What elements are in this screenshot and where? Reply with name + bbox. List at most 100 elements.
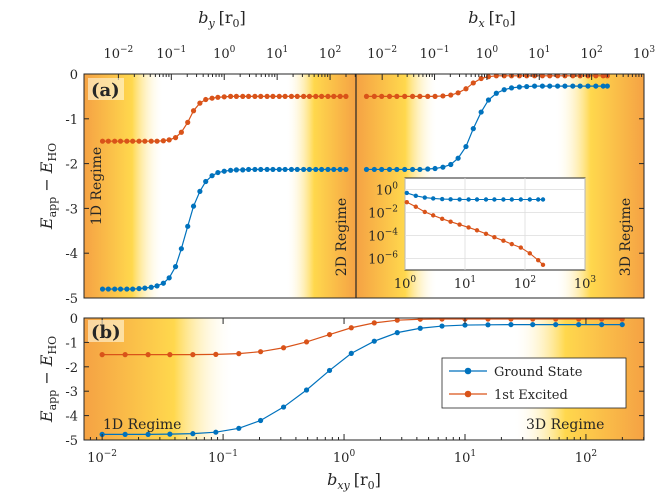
excited-state-point-b bbox=[485, 318, 491, 322]
panel-a-label: (a) bbox=[91, 80, 120, 101]
ground-state-point-a bbox=[264, 166, 270, 173]
ground-state-point-inset bbox=[501, 197, 506, 202]
ground-state-point-a bbox=[562, 83, 568, 89]
ground-state-point-a bbox=[325, 166, 331, 173]
panel-b-label-bg bbox=[88, 320, 124, 342]
excited-state-point-a bbox=[105, 138, 111, 144]
ground-state-point-a bbox=[463, 143, 469, 150]
excited-state-point-b bbox=[599, 318, 605, 322]
ground-state-point-a bbox=[276, 166, 282, 173]
ground-state-point-a bbox=[197, 188, 203, 194]
ground-state-point-a bbox=[432, 165, 438, 172]
ground-state-point-a bbox=[124, 286, 130, 292]
ground-state-point-inset bbox=[404, 190, 409, 196]
excited-state-point-inset bbox=[466, 225, 471, 230]
x-tick-label-b: 100 bbox=[333, 449, 356, 466]
excited-state-point-a bbox=[394, 93, 400, 99]
ground-state-point-a bbox=[233, 167, 240, 173]
excited-state-point-a bbox=[154, 138, 160, 144]
excited-state-point-a bbox=[440, 93, 446, 99]
y-tick-label-a: -1 bbox=[65, 113, 78, 128]
ground-state-point-a bbox=[294, 166, 300, 173]
ground-state-point-a bbox=[524, 83, 530, 90]
legend-ground-label: Ground State bbox=[494, 365, 583, 380]
excited-state-point-a bbox=[142, 138, 148, 144]
excited-state-point-a bbox=[448, 92, 454, 98]
y-tick-label-b: 0 bbox=[70, 312, 78, 327]
ground-state-point-b bbox=[326, 367, 333, 374]
ground-state-point-a bbox=[386, 166, 393, 173]
ground-state-point-b bbox=[508, 321, 514, 328]
ground-state-point-a bbox=[227, 167, 234, 173]
excited-state-point-a bbox=[276, 93, 282, 99]
ground-state-point-a bbox=[319, 166, 325, 173]
ground-state-point-inset bbox=[466, 197, 471, 202]
excited-state-point-a bbox=[99, 138, 106, 144]
ground-state-point-a bbox=[547, 83, 553, 89]
excited-state-point-b bbox=[190, 352, 196, 358]
plot-frame-a bbox=[83, 73, 645, 299]
excited-state-point-a bbox=[313, 93, 319, 99]
ground-state-point-a bbox=[282, 166, 288, 173]
excited-state-point-a bbox=[160, 138, 166, 144]
excited-state-point-a bbox=[493, 74, 499, 79]
regime-label-1d-b: 1D Regime bbox=[103, 417, 181, 433]
legend-excited-marker bbox=[464, 390, 472, 398]
inset-background bbox=[404, 177, 586, 271]
excited-state-point-a bbox=[166, 137, 172, 143]
top-tick-label-bx: 101 bbox=[528, 45, 550, 62]
x-tick-label-b: 102 bbox=[575, 449, 597, 466]
excited-state-point-inset bbox=[483, 231, 489, 236]
ground-state-point-b bbox=[348, 350, 354, 356]
ground-state-point-a bbox=[363, 166, 370, 173]
ground-state-point-b bbox=[257, 417, 264, 424]
ground-state-point-a bbox=[172, 264, 179, 270]
ground-state-point-a bbox=[501, 87, 507, 93]
legend-excited-label: 1st Excited bbox=[494, 388, 568, 403]
axes-b: 0 -1 -2 -3 -4 -5 10−2 10−1 100 101 102 bbox=[65, 312, 645, 466]
excited-state-point-b bbox=[619, 318, 625, 322]
regime-label-2d-a: 2D Regime bbox=[334, 198, 350, 276]
y-tick-label-a: 0 bbox=[70, 68, 78, 83]
ground-state-point-inset bbox=[474, 197, 480, 202]
excited-state-point-a bbox=[221, 94, 227, 100]
excited-state-point-inset bbox=[440, 216, 445, 222]
ground-state-point-a bbox=[604, 83, 610, 89]
y-tick-label-a: -3 bbox=[65, 202, 78, 217]
ground-state-point-b bbox=[576, 321, 582, 328]
inset-y-tick-label: 10−6 bbox=[368, 251, 398, 268]
ground-state-point-b bbox=[213, 429, 219, 435]
y-tick-label-b: -3 bbox=[65, 385, 78, 400]
excited-state-point-a bbox=[294, 93, 300, 99]
excited-state-point-a bbox=[570, 74, 576, 79]
excited-state-point-a bbox=[264, 93, 270, 99]
ground-state-point-a bbox=[166, 275, 172, 281]
ground-state-point-b bbox=[394, 330, 400, 336]
excited-state-point-a bbox=[600, 74, 606, 79]
excited-state-point-inset bbox=[492, 235, 497, 240]
ground-state-point-a bbox=[313, 166, 319, 173]
top-tick-label-by: 10−1 bbox=[156, 45, 186, 62]
excited-state-point-a bbox=[337, 93, 343, 99]
ground-state-point-a bbox=[485, 97, 492, 103]
ground-state-point-b bbox=[190, 431, 196, 437]
ground-state-point-inset bbox=[518, 197, 523, 202]
excited-state-point-inset bbox=[413, 204, 418, 209]
ground-state-point-a bbox=[508, 85, 515, 91]
ground-state-line-b bbox=[102, 323, 623, 435]
top-tick-label-by: 100 bbox=[213, 45, 236, 62]
y-tick-label-a: -5 bbox=[65, 292, 78, 307]
excited-state-point-a bbox=[190, 108, 197, 114]
excited-state-point-inset bbox=[527, 251, 532, 256]
inset-plot: 100 101 102 103 100 10−2 10−4 10−6 bbox=[368, 177, 596, 292]
ground-state-point-b bbox=[530, 321, 536, 328]
excited-state-point-a bbox=[197, 100, 203, 106]
excited-state-point-inset bbox=[509, 241, 514, 247]
excited-state-point-a bbox=[117, 138, 124, 144]
series-group-b bbox=[99, 318, 625, 437]
ground-state-point-inset bbox=[440, 196, 445, 202]
ground-state-point-a bbox=[425, 166, 431, 172]
excited-state-point-b bbox=[530, 318, 536, 322]
excited-state-point-a bbox=[148, 138, 154, 144]
